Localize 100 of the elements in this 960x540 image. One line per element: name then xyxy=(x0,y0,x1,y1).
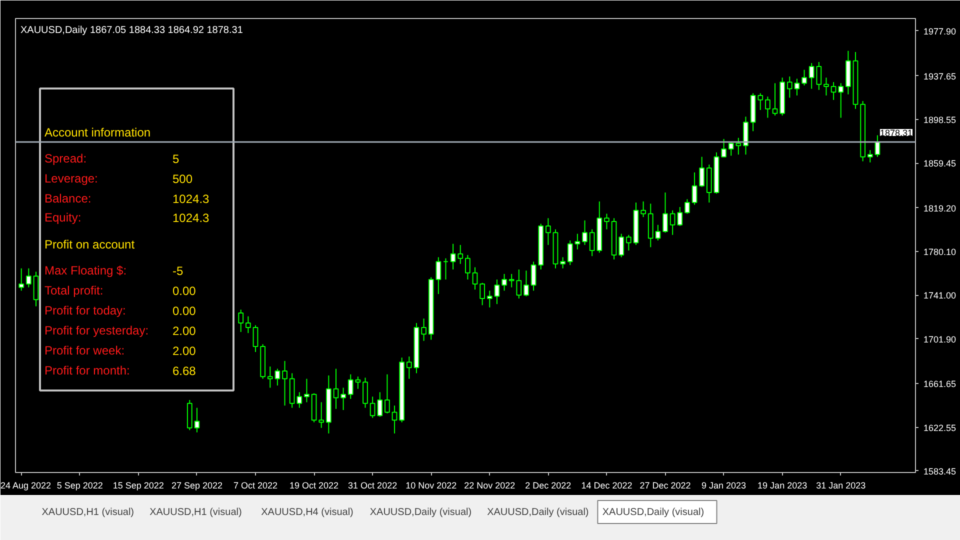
x-tick-label: 24 Aug 2022 xyxy=(0,480,52,490)
candlestick xyxy=(626,234,632,252)
candlestick xyxy=(304,378,310,403)
x-tick-label: 27 Sep 2022 xyxy=(171,480,222,490)
annotation: -5 xyxy=(172,264,184,278)
annotation: 1024.3 xyxy=(172,211,210,225)
candlestick xyxy=(282,360,288,406)
annotation: Profit for week: xyxy=(44,344,125,358)
candlestick xyxy=(721,138,726,158)
annotation: Profit for today: xyxy=(44,304,126,318)
text: XAUUSD,H1 (visual) xyxy=(42,507,134,518)
text: XAUUSD,Daily (visual) xyxy=(370,507,472,518)
y-tick-label: 1622.55 xyxy=(924,422,956,433)
y-tick-label: 1859.45 xyxy=(924,158,956,169)
annotation: 2.00 xyxy=(172,344,196,358)
text: XAUUSD,Daily (visual) xyxy=(602,507,704,518)
candlestick xyxy=(406,356,412,380)
candlestick xyxy=(18,268,24,292)
annotation: Profit for month: xyxy=(44,364,130,378)
annotation: 6.68 xyxy=(172,364,196,378)
annotation: Total profit: xyxy=(44,284,104,298)
annotation: Max Floating $: xyxy=(44,264,127,278)
text: XAUUSD,Daily 1867.05 1884.33 1864.92 1878.31 xyxy=(20,25,244,36)
candlestick xyxy=(582,220,588,246)
annotation: Balance: xyxy=(44,192,92,206)
candlestick xyxy=(318,402,324,428)
candlestick xyxy=(494,279,500,305)
candlestick xyxy=(392,405,398,434)
x-tick-label: 14 Dec 2022 xyxy=(581,480,632,490)
candlestick xyxy=(274,368,280,386)
y-tick-label: 1780.10 xyxy=(924,247,956,258)
y-tick-label: 1741.00 xyxy=(924,290,956,301)
annotation: 2.00 xyxy=(172,324,196,338)
candlestick xyxy=(560,256,566,269)
text: XAUUSD,Daily (visual) xyxy=(487,507,589,518)
ref-line-label: 1878.31 xyxy=(880,128,913,138)
candlestick xyxy=(867,150,873,163)
candlestick xyxy=(486,290,492,308)
y-tick-label: 1977.90 xyxy=(924,26,956,36)
candlestick xyxy=(421,318,426,342)
candlestick xyxy=(662,192,668,234)
candlestick xyxy=(340,387,346,411)
candlestick xyxy=(567,240,573,266)
annotation: 0.00 xyxy=(172,304,196,318)
x-tick-label: 19 Jan 2023 xyxy=(758,480,808,490)
candlestick xyxy=(362,377,368,408)
candlestick xyxy=(692,172,698,206)
candlestick xyxy=(26,268,32,288)
candlestick xyxy=(794,78,800,96)
x-tick-label: 19 Oct 2022 xyxy=(290,480,339,490)
x-tick-label: 31 Jan 2023 xyxy=(816,480,866,490)
candlestick xyxy=(765,96,770,118)
x-tick-label: 2 Dec 2022 xyxy=(525,480,572,490)
y-tick-label: 1583.45 xyxy=(924,466,956,476)
annotation: Account information xyxy=(44,126,151,140)
candlestick xyxy=(574,233,580,250)
y-tick-label: 1819.20 xyxy=(924,203,956,214)
annotation: Leverage: xyxy=(44,172,98,186)
text: XAUUSD,H1 (visual) xyxy=(150,507,242,518)
x-tick-label: 31 Oct 2022 xyxy=(348,480,398,490)
candlestick xyxy=(252,324,258,353)
candlestick xyxy=(333,368,339,410)
candlestick xyxy=(516,268,522,299)
candlestick xyxy=(830,82,836,100)
candlestick xyxy=(502,273,507,292)
x-tick-label: 7 Oct 2022 xyxy=(233,480,278,490)
x-tick-label: 22 Nov 2022 xyxy=(464,480,516,490)
text: XAUUSD,H4 (visual) xyxy=(261,507,354,518)
candlestick xyxy=(524,270,529,297)
x-tick-label: 10 Nov 2022 xyxy=(406,480,457,490)
x-tick-label: 9 Jan 2023 xyxy=(702,480,746,490)
annotation: 1024.3 xyxy=(172,192,210,206)
candlestick xyxy=(238,309,244,332)
candlestick xyxy=(480,282,486,306)
candlestick xyxy=(384,374,390,414)
annotation: 5 xyxy=(172,152,180,166)
candlestick xyxy=(267,366,273,388)
annotation: Profit for yesterday: xyxy=(44,324,149,338)
candlestick xyxy=(772,82,778,116)
candlestick xyxy=(786,76,792,98)
annotation: Profit on account xyxy=(44,238,136,252)
candlestick xyxy=(743,116,748,156)
x-tick-label: 15 Sep 2022 xyxy=(112,480,164,490)
candlestick xyxy=(684,198,690,214)
x-tick-label: 5 Sep 2022 xyxy=(56,480,103,490)
candlestick xyxy=(508,273,514,288)
candlestick xyxy=(640,200,646,218)
y-tick-label: 1661.65 xyxy=(924,379,956,390)
annotation: Spread: xyxy=(44,152,87,166)
candlestick xyxy=(618,233,624,258)
candlestick xyxy=(436,256,442,295)
annotation: 0.00 xyxy=(172,284,196,298)
candlestick xyxy=(802,69,807,86)
y-tick-label: 1898.55 xyxy=(924,114,956,125)
candlestick xyxy=(838,82,844,118)
y-tick-label: 1937.65 xyxy=(924,71,956,82)
candlestick xyxy=(545,218,551,246)
candlestick xyxy=(245,316,251,334)
candlestick xyxy=(824,77,829,96)
candlestick xyxy=(472,266,478,290)
